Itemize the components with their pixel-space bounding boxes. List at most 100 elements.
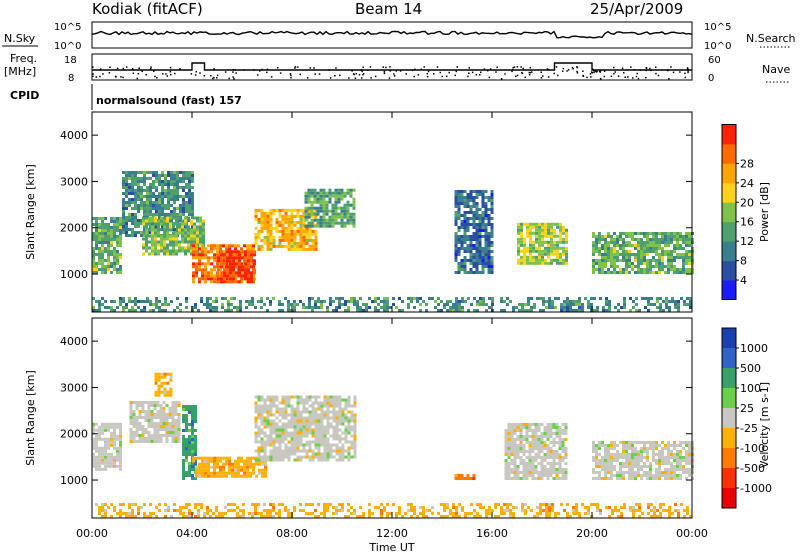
data-cell [269, 431, 273, 435]
data-cell [454, 205, 458, 208]
data-cell [250, 250, 253, 254]
data-cell [537, 474, 541, 477]
data-cell [299, 235, 303, 239]
data-cell [676, 256, 679, 259]
data-cell [266, 244, 270, 248]
data-cell [198, 256, 201, 260]
data-cell [316, 194, 320, 198]
data-cell [155, 189, 158, 192]
data-cell [541, 258, 544, 262]
data-cell [595, 462, 598, 465]
data-cell [516, 423, 520, 426]
data-cell [625, 241, 628, 244]
nave-dot [592, 68, 594, 71]
data-cell [613, 456, 616, 459]
data-cell [344, 437, 348, 441]
data-cell [185, 426, 188, 429]
data-cell [564, 432, 568, 435]
data-cell [278, 229, 282, 233]
data-cell [104, 241, 107, 244]
data-cell [252, 462, 255, 466]
data-cell [522, 423, 526, 426]
data-cell [269, 449, 273, 453]
data-cell [198, 277, 201, 281]
nave-dot [439, 71, 441, 74]
data-cell [140, 198, 143, 201]
data-cell [461, 300, 464, 303]
data-cell [325, 209, 329, 213]
data-cell [221, 297, 224, 300]
data-cell [322, 188, 326, 192]
data-cell [287, 226, 291, 230]
data-cell [673, 271, 676, 274]
data-cell [284, 428, 288, 432]
data-cell [478, 238, 482, 241]
data-cell [213, 256, 216, 260]
data-cell [343, 194, 347, 198]
data-cell [260, 214, 264, 218]
data-cell [487, 253, 491, 256]
data-cell [191, 462, 194, 465]
data-cell [520, 222, 523, 226]
data-cell [241, 268, 244, 272]
data-cell [392, 303, 395, 306]
data-cell [664, 459, 667, 462]
data-cell [637, 259, 640, 262]
nave-dot [520, 66, 522, 68]
data-cell [194, 444, 197, 447]
data-cell [287, 413, 291, 417]
data-cell [341, 303, 344, 306]
data-cell [281, 244, 285, 248]
data-cell [679, 244, 682, 247]
data-cell [584, 297, 587, 300]
data-cell [550, 252, 553, 256]
nave-dot [354, 77, 357, 79]
data-cell [296, 229, 300, 233]
data-cell [158, 300, 161, 303]
data-cell [622, 268, 625, 271]
data-cell [287, 241, 291, 245]
data-cell [201, 262, 204, 266]
data-cell [173, 189, 176, 192]
colorbar-segment [722, 241, 736, 262]
data-cell [182, 417, 185, 420]
data-cell [555, 435, 559, 438]
data-cell [278, 235, 282, 239]
data-cell [334, 206, 338, 210]
data-cell [221, 306, 224, 309]
data-cell [601, 271, 604, 274]
data-cell [308, 238, 312, 242]
data-cell [107, 247, 110, 250]
data-cell [185, 423, 188, 426]
data-cell [163, 393, 167, 397]
data-cell [287, 238, 291, 242]
data-cell [172, 234, 175, 238]
data-cell [210, 459, 213, 463]
data-cell [526, 222, 529, 226]
data-cell [168, 434, 172, 437]
data-cell [528, 423, 532, 426]
data-cell [454, 211, 458, 214]
data-cell [332, 407, 336, 411]
data-cell [307, 221, 311, 225]
data-cell [658, 477, 661, 480]
data-cell [457, 196, 461, 199]
data-cell [679, 253, 682, 256]
data-cell [113, 259, 116, 262]
data-cell [154, 375, 158, 379]
data-cell [392, 297, 395, 300]
data-cell [562, 225, 565, 229]
nave-hi: 60 [708, 55, 721, 66]
data-cell [329, 398, 333, 402]
data-cell [628, 259, 631, 262]
data-cell [637, 450, 640, 453]
data-cell [472, 238, 476, 241]
data-cell [144, 431, 148, 434]
data-cell [174, 422, 178, 425]
data-cell [154, 222, 157, 226]
data-cell [101, 265, 104, 268]
data-cell [132, 437, 136, 440]
data-cell [323, 452, 327, 456]
data-cell [209, 309, 212, 312]
data-cell [463, 238, 467, 241]
